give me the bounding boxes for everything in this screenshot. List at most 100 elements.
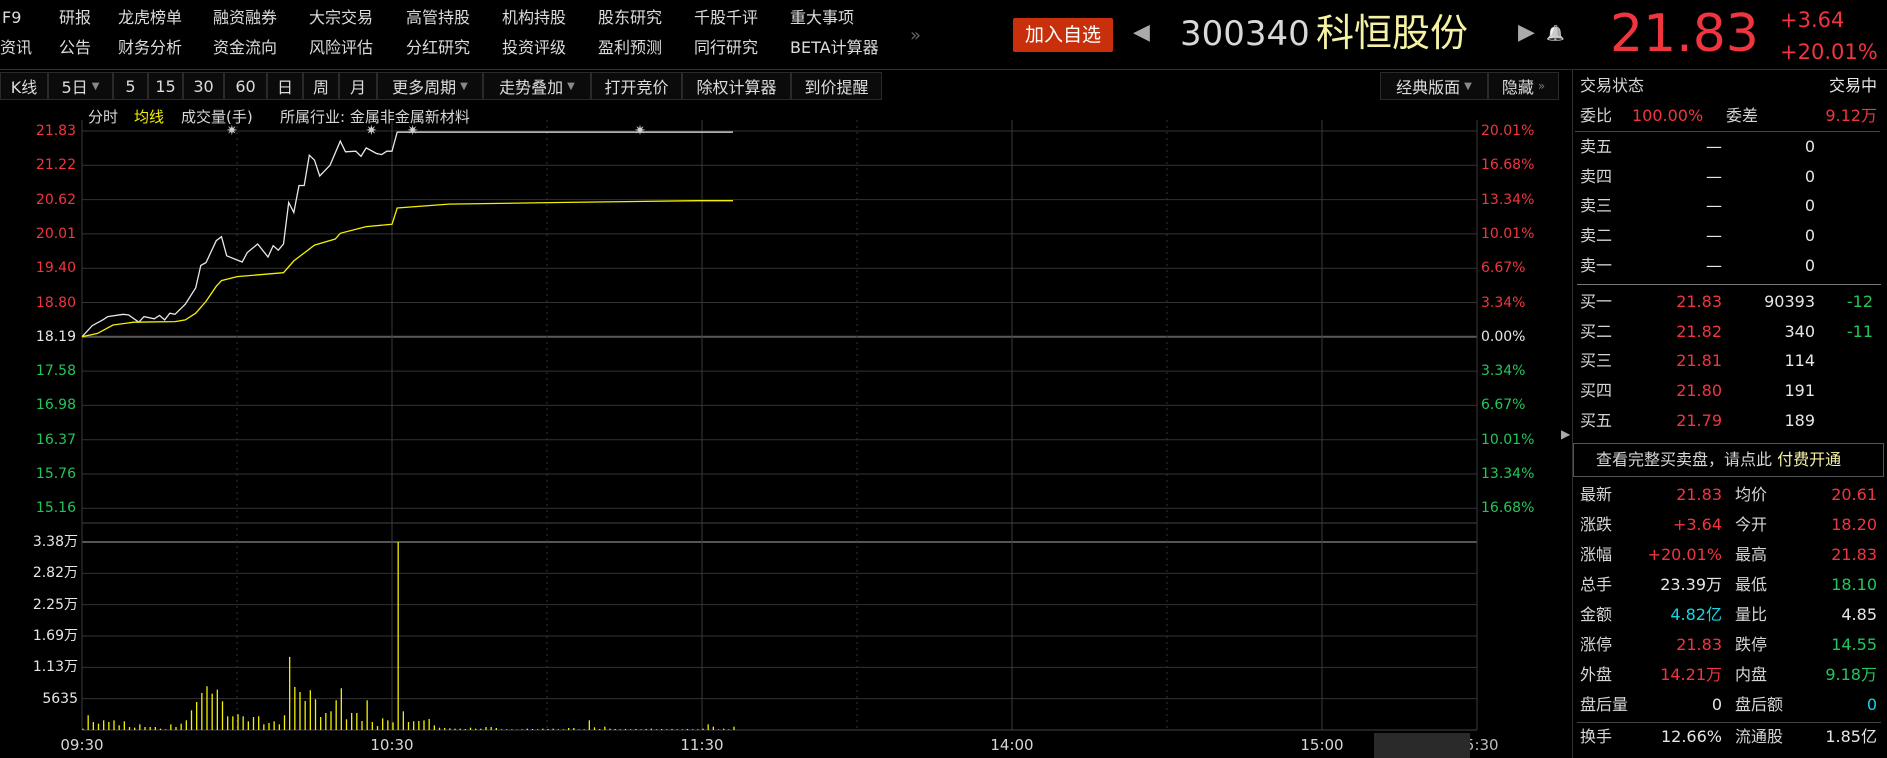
toolbar-item[interactable]: 5 [113,72,148,100]
menu-item[interactable]: 高管持股 [406,8,471,27]
level-volume: 0 [1804,166,1815,186]
toolbar-item-label: 15 [155,76,176,96]
stat-value: 23.39万 [1660,575,1722,594]
stat-label: 总手 [1580,575,1613,594]
previous-stock-icon[interactable]: ◀ [1133,20,1150,45]
volume-tick-label: 1.13万 [32,659,78,676]
menu-item[interactable]: 公告 [59,38,92,57]
price-tick-label: 20.01 [35,225,76,242]
toolbar-item-label: 更多周期 [392,78,457,97]
time-cursor-box [1374,733,1470,758]
price-tick-label: 16.98 [35,397,76,414]
menu-item[interactable]: F9 [2,8,22,27]
menu-item[interactable]: 盈利预测 [598,38,663,57]
stat-label: 盘后量 [1580,695,1629,714]
tab-timeshare[interactable]: 分时 [88,108,119,126]
volume-tick-label: 2.25万 [32,596,78,613]
toolbar-item[interactable]: 日 [267,72,303,100]
more-menu-button[interactable]: » [910,25,922,46]
percent-tick-label: 13.34% [1481,191,1535,208]
toolbar-item-label: 到价提醒 [804,78,869,97]
bid-row: 买三 21.81 114 [1580,348,1877,374]
full-orderbook-promo[interactable]: 查看完整买卖盘，请点此 付费开通 [1573,443,1884,477]
level-change: -12 [1846,292,1873,311]
toolbar-item-label: 日 [276,78,293,97]
level-price: — [1706,166,1722,186]
toolbar-item[interactable]: 到价提醒 [791,72,882,100]
price-tick-label: 15.16 [35,500,76,517]
toolbar-item[interactable]: 5日 ▼ [48,72,113,100]
toolbar-item[interactable]: 周 [303,72,339,100]
toolbar-item[interactable]: 走势叠加 ▼ [483,72,591,100]
menu-item[interactable]: 资金流向 [213,38,278,57]
toolbar-item-label: 打开竞价 [604,78,669,97]
stat-label: 跌停 [1735,635,1768,654]
toolbar-item-label: 30 [193,76,214,96]
menu-item[interactable]: 机构持股 [502,8,567,27]
level-price: 21.83 [1676,292,1722,311]
float-shares-label: 流通股 [1735,727,1784,746]
menu-item[interactable]: 融资融券 [213,8,278,27]
toolbar-item[interactable]: K线 [0,72,48,100]
menu-item[interactable]: 资讯 [0,38,33,57]
toolbar-item[interactable]: 30 [183,72,224,100]
stock-code: 300340 [1180,14,1310,54]
menu-item[interactable]: 风险评估 [309,38,374,57]
event-marker-icon[interactable]: ✷ [226,123,238,139]
event-marker-icon[interactable]: ✷ [365,123,377,139]
stat-row: 涨跌 +3.64 今开 18.20 [1580,512,1877,538]
volume-legend[interactable]: 成交量(手) [181,108,253,126]
stat-value: 9.18万 [1825,665,1877,684]
stat-label: 均价 [1735,485,1768,504]
next-stock-icon[interactable]: ▶ [1518,20,1535,45]
subscribe-link[interactable]: 付费开通 [1777,450,1842,469]
menu-item[interactable]: BETA计算器 [790,38,879,57]
menu-item[interactable]: 重大事项 [790,8,855,27]
menu-item[interactable]: 千股千评 [694,8,759,27]
hide-panel-button[interactable]: 隐藏» [1488,72,1559,100]
stat-value: 14.21万 [1660,665,1722,684]
menu-item[interactable]: 分红研究 [406,38,471,57]
weibi-label: 委比 [1580,106,1613,125]
menu-item[interactable]: 投资评级 [502,38,567,57]
bid-row: 买二 21.82 340 -11 [1580,319,1877,345]
toolbar-item[interactable]: 更多周期 ▼ [377,72,483,100]
level-price: 21.80 [1676,381,1722,401]
toolbar-item-label: K线 [10,78,38,97]
menu-item[interactable]: 同行研究 [694,38,759,57]
level-price: 21.82 [1676,321,1722,341]
level-label: 买四 [1580,381,1613,401]
menu-item[interactable]: 大宗交易 [309,8,374,27]
percent-tick-label: 13.34% [1481,466,1535,482]
level-label: 卖四 [1580,166,1613,186]
price-tick-label: 15.76 [35,466,76,482]
stat-value: 4.82亿 [1670,605,1722,624]
avg-line-legend[interactable]: 均线 [134,108,165,126]
double-chevron-right-icon: » [1537,79,1546,93]
toolbar-item-label: 5日 [61,78,88,97]
turnover-row: 换手 12.66% 流通股 1.85亿 [1580,724,1877,750]
toolbar-item[interactable]: 除权计算器 [682,72,791,100]
bell-icon[interactable]: 🔔 [1546,24,1565,42]
toolbar-item[interactable]: 15 [148,72,183,100]
event-marker-icon[interactable]: ✷ [634,123,646,139]
time-tick-label: 14:00 [990,736,1034,754]
add-to-watchlist-button[interactable]: 加入自选 [1013,18,1113,52]
menu-item[interactable]: 研报 [59,8,92,27]
percent-tick-label: 10.01% [1481,225,1535,242]
layout-dropdown[interactable]: 经典版面 ▼ [1380,72,1488,100]
toolbar-item[interactable]: 打开竞价 [591,72,682,100]
menu-item[interactable]: 龙虎榜单 [118,8,183,27]
event-marker-icon[interactable]: ✷ [407,123,419,139]
level-volume: 90393 [1764,292,1815,311]
toolbar-item[interactable]: 60 [224,72,267,100]
percent-tick-label: 3.34% [1481,363,1526,380]
stat-value: +3.64 [1672,515,1722,534]
menu-item[interactable]: 股东研究 [598,8,663,27]
stat-label: 最新 [1580,485,1613,504]
menu-item[interactable]: 财务分析 [118,38,183,57]
toolbar-item[interactable]: 月 [339,72,377,100]
collapse-panel-handle[interactable]: ▶ [1561,427,1571,441]
stat-value: 18.20 [1831,515,1877,534]
